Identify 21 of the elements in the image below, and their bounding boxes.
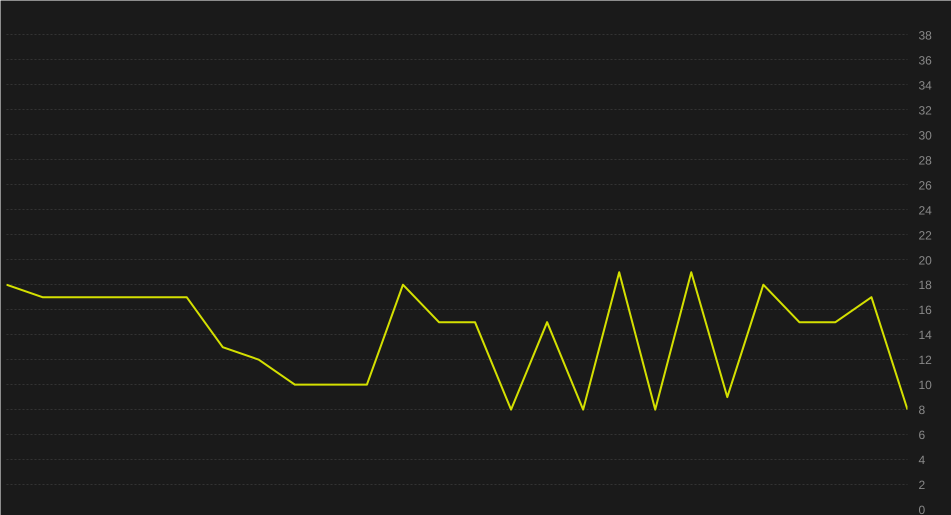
y-tick-label: 36 bbox=[918, 53, 932, 68]
y-tick-label: 28 bbox=[918, 153, 932, 168]
y-tick-label: 26 bbox=[918, 178, 932, 192]
y-tick-label: 2 bbox=[918, 478, 926, 492]
y-tick-label: 38 bbox=[918, 28, 932, 42]
y-tick-label: 4 bbox=[918, 453, 926, 468]
y-tick-label: 0 bbox=[918, 503, 926, 515]
y-tick-label: 8 bbox=[918, 403, 926, 418]
line-series bbox=[6, 271, 908, 411]
y-tick-label: 18 bbox=[918, 278, 932, 292]
y-tick-label: 14 bbox=[918, 328, 932, 342]
y-tick-label: 20 bbox=[918, 253, 932, 268]
y-tick-label: 16 bbox=[918, 303, 932, 318]
y-tick-label: 32 bbox=[918, 103, 932, 118]
y-tick-label: 30 bbox=[918, 128, 932, 142]
y-tick-label: 12 bbox=[918, 353, 932, 368]
y-tick-label: 10 bbox=[918, 378, 932, 392]
y-tick-label: 34 bbox=[918, 78, 932, 92]
y-tick-label: 24 bbox=[918, 203, 932, 218]
y-tick-label: 6 bbox=[918, 428, 926, 442]
y-tick-label: 22 bbox=[918, 228, 932, 242]
